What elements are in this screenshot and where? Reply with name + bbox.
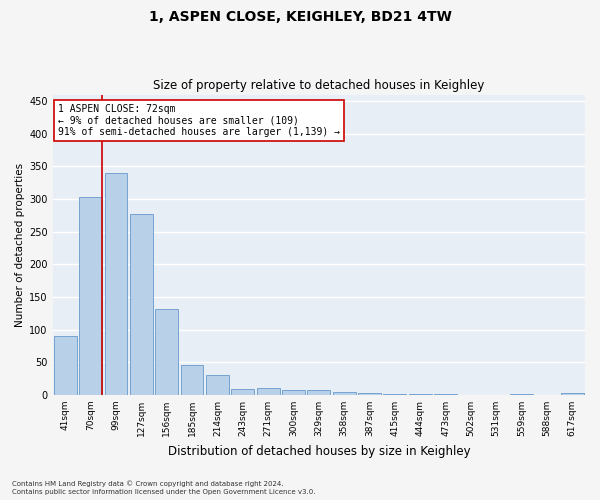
Bar (232, 389, 254, 395)
Bar (510, 394, 533, 395)
Bar (282, 390, 305, 395)
Bar (434, 394, 457, 395)
Bar (54, 336, 77, 395)
Text: Contains HM Land Registry data © Crown copyright and database right 2024.
Contai: Contains HM Land Registry data © Crown c… (12, 480, 316, 495)
Bar (155, 310, 178, 395)
Bar (104, 173, 127, 395)
Bar (79, 197, 102, 395)
Text: 1, ASPEN CLOSE, KEIGHLEY, BD21 4TW: 1, ASPEN CLOSE, KEIGHLEY, BD21 4TW (149, 10, 451, 24)
Bar (257, 388, 280, 395)
Bar (409, 394, 431, 395)
X-axis label: Distribution of detached houses by size in Keighley: Distribution of detached houses by size … (167, 444, 470, 458)
Bar (561, 393, 584, 395)
Bar (206, 376, 229, 395)
Bar (307, 390, 330, 395)
Bar (130, 214, 153, 395)
Title: Size of property relative to detached houses in Keighley: Size of property relative to detached ho… (153, 79, 485, 92)
Bar (181, 365, 203, 395)
Bar (383, 394, 406, 395)
Y-axis label: Number of detached properties: Number of detached properties (15, 162, 25, 327)
Text: 1 ASPEN CLOSE: 72sqm
← 9% of detached houses are smaller (109)
91% of semi-detac: 1 ASPEN CLOSE: 72sqm ← 9% of detached ho… (58, 104, 340, 137)
Bar (333, 392, 356, 395)
Bar (358, 393, 381, 395)
